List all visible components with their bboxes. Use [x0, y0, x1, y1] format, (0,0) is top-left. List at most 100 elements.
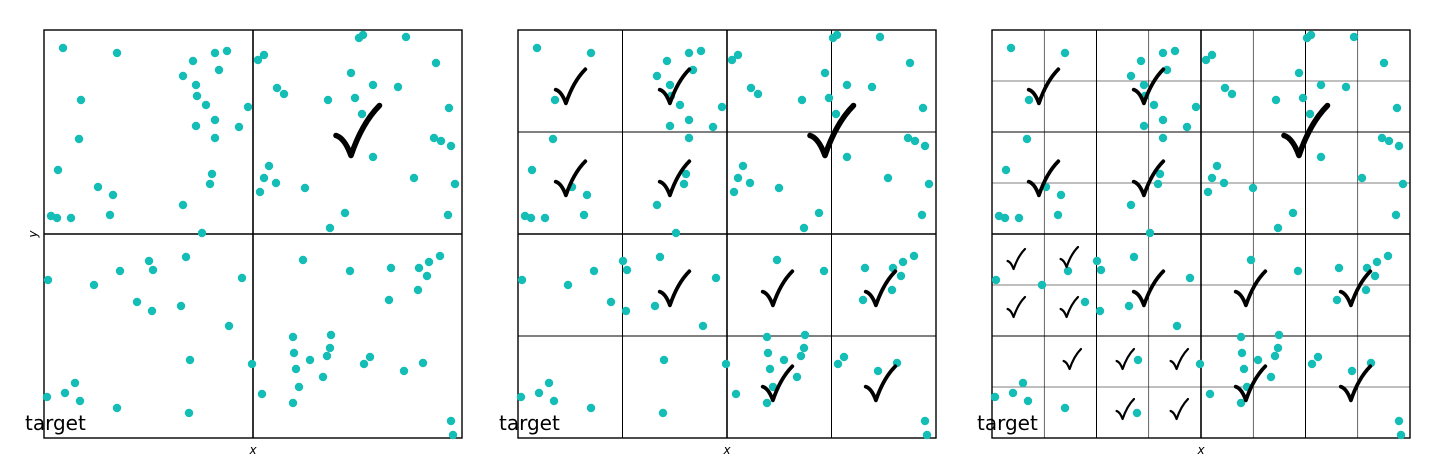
point — [181, 252, 191, 262]
point — [534, 388, 544, 398]
point — [729, 187, 739, 197]
checkmark — [1115, 347, 1136, 371]
point — [1384, 136, 1394, 146]
point — [1270, 351, 1280, 361]
point — [401, 32, 411, 42]
point — [66, 213, 76, 223]
point — [257, 389, 267, 399]
point — [1273, 343, 1283, 353]
point — [1096, 265, 1106, 275]
point — [738, 161, 748, 171]
point — [765, 364, 775, 374]
point — [586, 403, 596, 413]
checkmark — [1059, 245, 1080, 269]
point — [579, 210, 589, 220]
point — [1145, 228, 1155, 238]
checkmark — [553, 67, 588, 106]
point — [264, 161, 274, 171]
point — [842, 152, 852, 162]
checkmark — [760, 269, 795, 308]
point — [1201, 55, 1211, 65]
point — [1357, 173, 1367, 183]
point — [858, 295, 868, 305]
point — [1063, 266, 1073, 276]
point — [909, 251, 919, 261]
point — [300, 183, 310, 193]
point — [1305, 109, 1315, 119]
point — [393, 82, 403, 92]
point — [671, 228, 681, 238]
checkmark — [657, 67, 692, 106]
point — [799, 343, 809, 353]
point — [429, 133, 439, 143]
point — [1000, 213, 1010, 223]
point — [431, 58, 441, 68]
point — [205, 179, 215, 189]
point — [1158, 133, 1168, 143]
point — [60, 388, 70, 398]
point — [1253, 355, 1263, 365]
point — [990, 392, 1000, 402]
point — [589, 266, 599, 276]
point — [819, 266, 829, 276]
point — [517, 275, 527, 285]
point — [237, 273, 247, 283]
point — [1132, 408, 1142, 418]
point — [210, 133, 220, 143]
point — [665, 80, 675, 90]
checkmark — [1338, 269, 1373, 308]
point — [905, 58, 915, 68]
point — [1205, 389, 1215, 399]
point — [188, 56, 198, 66]
point — [1139, 80, 1149, 90]
point — [1307, 359, 1317, 369]
point — [112, 48, 122, 58]
point — [526, 213, 536, 223]
point — [365, 352, 375, 362]
checkmark — [553, 159, 588, 198]
panel-frame — [517, 29, 937, 439]
point — [178, 200, 188, 210]
point — [1022, 134, 1032, 144]
point — [234, 122, 244, 132]
point — [1060, 48, 1070, 58]
point — [271, 178, 281, 188]
point — [443, 210, 453, 220]
point — [1126, 71, 1136, 81]
point — [1203, 187, 1213, 197]
point — [1236, 332, 1246, 342]
point — [762, 398, 772, 408]
point — [762, 332, 772, 342]
checkmark — [1006, 247, 1027, 271]
point — [178, 71, 188, 81]
point — [1372, 257, 1382, 267]
point — [1095, 306, 1105, 316]
point — [527, 165, 537, 175]
checkmark — [760, 364, 795, 403]
point — [681, 169, 691, 179]
point — [89, 280, 99, 290]
point — [721, 359, 731, 369]
point — [298, 255, 308, 265]
point — [1391, 210, 1401, 220]
point — [147, 306, 157, 316]
point — [357, 109, 367, 119]
point — [1037, 280, 1047, 290]
point — [1212, 161, 1222, 171]
checkmark — [1026, 67, 1061, 106]
point — [831, 109, 841, 119]
point — [860, 263, 870, 273]
point — [207, 169, 217, 179]
point — [549, 396, 559, 406]
checkmark — [1026, 159, 1061, 198]
point — [898, 257, 908, 267]
point — [665, 121, 675, 131]
point — [1053, 210, 1063, 220]
point — [1293, 266, 1303, 276]
checkmark — [1131, 67, 1166, 106]
point — [1288, 208, 1298, 218]
point — [243, 102, 253, 112]
point — [1006, 43, 1016, 53]
point — [1227, 89, 1237, 99]
point — [1158, 48, 1168, 58]
